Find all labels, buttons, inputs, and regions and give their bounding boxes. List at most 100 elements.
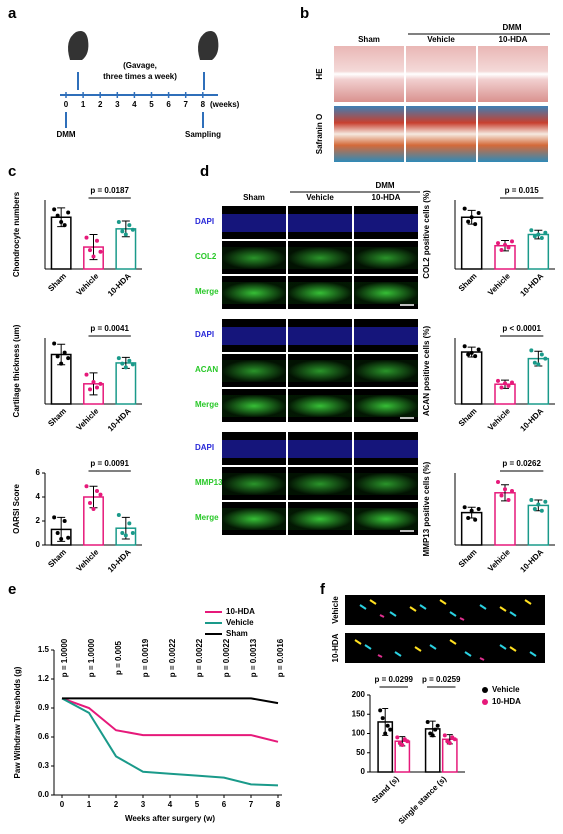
x-axis-label: Weeks after surgery (w) (125, 814, 215, 823)
y-axis-label: ACAN positive cells (%) (422, 326, 431, 417)
x-tick-label: 7 (249, 800, 254, 809)
y-axis-label: Paw Withdraw Thresholds (g) (13, 666, 22, 778)
image-label: 10-HDA (331, 633, 340, 662)
legend-label: Sham (226, 629, 248, 638)
footprints (354, 599, 537, 661)
y-tick-label: 4 (36, 492, 41, 501)
week-label: 6 (166, 100, 171, 109)
bar (460, 216, 483, 270)
p-value: p = 0.0091 (90, 459, 129, 468)
column-label: 10-HDA (499, 35, 528, 44)
x-tick-label: Sham (46, 272, 68, 294)
week-label: 3 (115, 100, 120, 109)
histology-image (406, 46, 476, 102)
stain-band (288, 214, 352, 232)
stain-band (354, 247, 418, 269)
week-label: 0 (64, 100, 69, 109)
data-point (466, 219, 471, 224)
data-point (496, 241, 500, 246)
data-point (506, 498, 511, 502)
x-tick-label: 6 (222, 800, 227, 809)
data-point (529, 348, 534, 353)
data-point (59, 361, 64, 366)
y-tick-label: 1.5 (38, 645, 50, 654)
y-tick-label: 1.2 (38, 674, 50, 683)
p-value: p = 1.0000 (87, 638, 96, 677)
stain-label: DAPI (195, 217, 214, 226)
x-tick-label: 8 (276, 800, 281, 809)
x-tick-label: 10-HDA (106, 547, 133, 574)
x-tick-label: 0 (60, 800, 65, 809)
data-point (543, 356, 548, 361)
stain-label: MMP13 (195, 478, 223, 487)
data-point (52, 207, 57, 212)
p-value: p = 0.0016 (276, 638, 285, 677)
stain-band (354, 360, 418, 382)
data-point (120, 229, 125, 234)
data-point (506, 383, 511, 388)
stain-band (222, 440, 286, 458)
y-tick-label: 50 (356, 748, 365, 757)
data-point (503, 242, 507, 247)
data-point (88, 248, 92, 253)
data-point (536, 502, 541, 507)
legend-swatch (482, 699, 488, 705)
data-point (66, 210, 71, 215)
x-tick-label: 5 (195, 800, 200, 809)
y-axis-label: MMP13 positive cells (%) (422, 461, 431, 556)
group-label: DMM (502, 23, 521, 32)
data-point (430, 733, 435, 738)
data-point (405, 739, 410, 744)
histology-image (478, 46, 548, 102)
stain-label: Merge (195, 287, 219, 296)
data-point (127, 358, 132, 363)
stain-band (222, 282, 286, 304)
p-value: p = 0.005 (114, 640, 123, 675)
stain-band (222, 327, 286, 345)
stain-band (354, 214, 418, 232)
data-point (388, 727, 393, 732)
y-tick-label: 0.3 (38, 761, 50, 770)
stain-band (222, 395, 286, 417)
data-point (123, 533, 128, 538)
panel-label: d (200, 163, 209, 180)
data-point (473, 517, 478, 522)
data-point (510, 380, 514, 385)
data-point (532, 234, 537, 239)
data-point (506, 245, 511, 250)
data-point (127, 521, 132, 526)
panel-label: e (8, 581, 16, 598)
week-label: 5 (149, 100, 154, 109)
image-label: Vehicle (331, 596, 340, 624)
p-value: p = 0.0022 (168, 638, 177, 677)
stain-band (288, 282, 352, 304)
stain-band (288, 327, 352, 345)
stain-band (288, 360, 352, 382)
stain-label: DAPI (195, 330, 214, 339)
y-tick-label: 0 (361, 767, 366, 776)
data-point (120, 361, 125, 366)
x-tick-label: 10-HDA (106, 271, 133, 298)
data-point (84, 484, 89, 489)
y-tick-label: 200 (352, 690, 366, 699)
data-point (469, 215, 474, 220)
bar (527, 504, 550, 546)
week-label: 8 (201, 100, 206, 109)
stain-label: Merge (195, 400, 219, 409)
x-tick-label: 4 (168, 800, 173, 809)
gait-image (345, 595, 545, 625)
stain-band (354, 327, 418, 345)
p-value: p = 0.0187 (90, 186, 129, 195)
data-point (123, 365, 128, 370)
x-tick-label: 3 (141, 800, 146, 809)
x-tick-label: Single stance (s) (397, 774, 449, 826)
data-point (503, 381, 507, 386)
line (61, 697, 279, 787)
data-point (462, 505, 467, 510)
data-point (466, 516, 471, 520)
data-point (473, 222, 478, 227)
data-point (496, 480, 500, 484)
data-point (130, 362, 135, 367)
stain-band (354, 508, 418, 530)
panel-label: a (8, 5, 17, 22)
